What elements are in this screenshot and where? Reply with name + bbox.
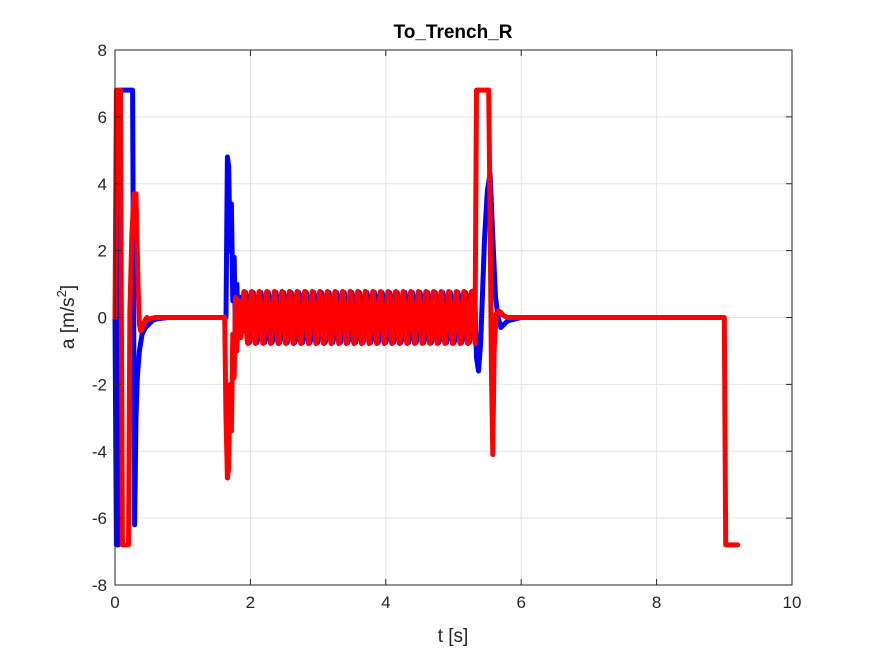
x-axis-label: t [s] xyxy=(438,626,469,647)
y-axis-label: a [m/s2] xyxy=(54,285,79,349)
y-tick-label: -4 xyxy=(92,442,107,461)
x-tick-labels: 0 2 4 6 8 10 xyxy=(110,593,801,612)
y-axis-label-superscript: 2 xyxy=(54,290,69,297)
y-tick-label: 0 xyxy=(98,309,107,328)
x-tick-label: 8 xyxy=(652,593,661,612)
series-layer xyxy=(112,87,741,548)
x-tick-label: 6 xyxy=(516,593,525,612)
y-tick-label: -8 xyxy=(92,576,107,595)
x-tick-label: 4 xyxy=(381,593,390,612)
series-line xyxy=(112,87,741,548)
y-axis-label-main: a [m/s xyxy=(58,297,79,349)
axis-ticks xyxy=(114,49,793,586)
y-tick-label: 8 xyxy=(98,41,107,60)
x-tick-label: 10 xyxy=(783,593,802,612)
x-tick-label: 0 xyxy=(110,593,119,612)
y-tick-label: -2 xyxy=(92,375,107,394)
y-tick-labels: -8 -6 -4 -2 0 2 4 6 8 xyxy=(92,41,107,595)
y-tick-label: 2 xyxy=(98,242,107,261)
y-tick-label: 4 xyxy=(98,175,107,194)
y-tick-label: -6 xyxy=(92,509,107,528)
y-axis-label-end: ] xyxy=(58,285,79,290)
x-tick-label: 2 xyxy=(246,593,255,612)
series-2 xyxy=(112,87,741,548)
y-tick-label: 6 xyxy=(98,108,107,127)
chart-title: To_Trench_R xyxy=(394,22,513,43)
